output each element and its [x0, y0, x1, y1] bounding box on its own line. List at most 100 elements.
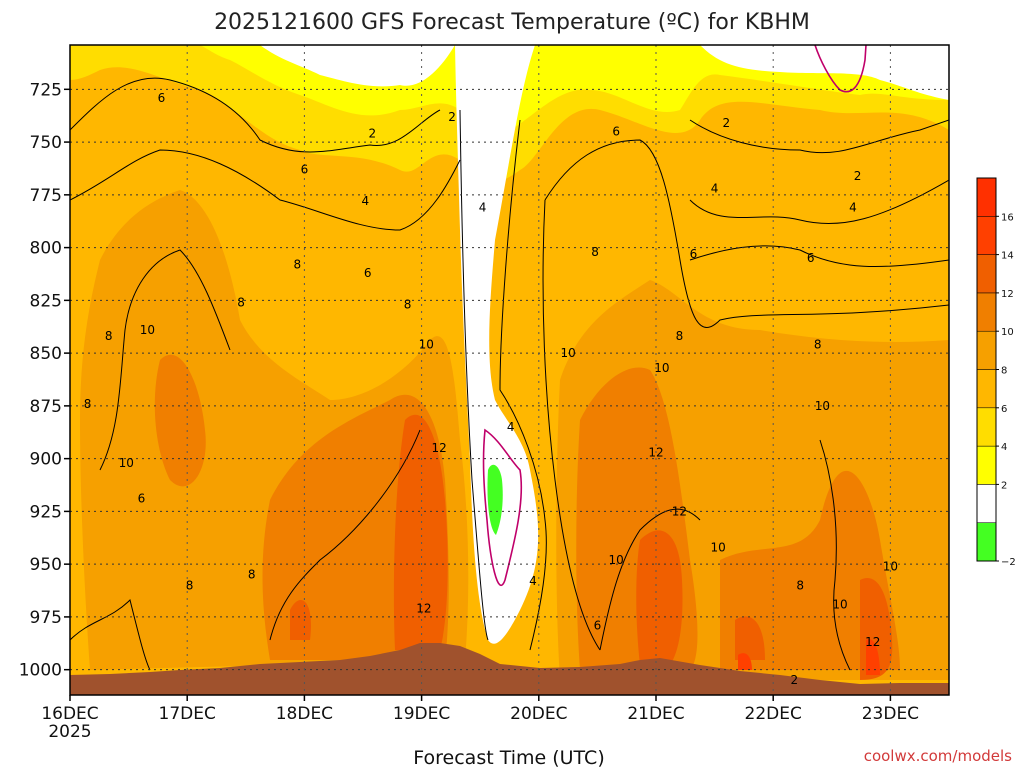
- colorbar-tick-label: 2: [1001, 480, 1007, 491]
- contour-label: 10: [419, 338, 434, 352]
- contour-label: 12: [865, 635, 880, 649]
- contour-label: 6: [364, 266, 372, 280]
- colorbar-swatch: [976, 330, 997, 370]
- colorbar-swatch: [976, 292, 997, 332]
- y-tick-label: 925: [30, 502, 62, 522]
- x-tick-label: 16DEC: [41, 704, 98, 724]
- zero-contour-left: [482, 428, 523, 587]
- contour-label: 2: [448, 110, 456, 124]
- x-tick-label: 18DEC: [276, 704, 333, 724]
- zero-contour-right: [814, 45, 867, 93]
- contour-label: 6: [807, 251, 815, 265]
- colorbar-tick-label: 4: [1001, 442, 1007, 453]
- band-10-12-left: [154, 354, 449, 660]
- x-tick-year: 2025: [48, 722, 91, 742]
- contour-label: 4: [362, 194, 370, 208]
- band-green-pocket: [487, 464, 503, 535]
- contour-label: 12: [648, 445, 663, 459]
- contour-label: 8: [248, 568, 256, 582]
- terrain: [70, 643, 949, 695]
- contour-label: 8: [676, 329, 684, 343]
- x-tick-label: 19DEC: [393, 704, 450, 724]
- contour-label: 10: [815, 399, 830, 413]
- band-12-14-left: [290, 414, 448, 650]
- y-tick-label: 825: [30, 291, 62, 311]
- contour-label: 2: [722, 116, 730, 130]
- colorbar-swatch: [976, 177, 997, 217]
- y-tick-label: 800: [30, 239, 62, 259]
- contour-label: 10: [883, 559, 898, 573]
- contour-labels: 6 2 2 6 2 6 4 4 4 4 2 8 6 6 8 6 8 8 10 8 10 8 8 10 10 8 10 12 12 10 4 6…: [84, 91, 898, 687]
- contour-label: 8: [84, 397, 92, 411]
- y-tick-label: 725: [30, 80, 62, 100]
- x-tick-label: 23DEC: [862, 704, 919, 724]
- contour-lines: [70, 77, 949, 671]
- colorbar-tick-label: 14: [1001, 251, 1014, 262]
- y-tick-label: 950: [30, 555, 62, 575]
- colorbar-tick-label: 12: [1001, 289, 1014, 300]
- colorbar-tick-label: 6: [1001, 404, 1007, 415]
- colorbar-swatch: [976, 522, 997, 562]
- contour-label: 4: [529, 574, 537, 588]
- contour-label: 8: [294, 257, 302, 271]
- contour-label: 12: [416, 601, 431, 615]
- band-white-plume: [455, 45, 539, 644]
- contour-label: 6: [301, 163, 309, 177]
- y-tick-label: 775: [30, 186, 62, 206]
- band-white-top-left: [260, 45, 455, 87]
- contour-label: 10: [560, 346, 575, 360]
- band-white-top-right: [700, 45, 949, 100]
- contour-label: 10: [832, 597, 847, 611]
- colorbar-tick-label: −2: [1001, 557, 1016, 568]
- x-axis-label: Forecast Time (UTC): [413, 747, 604, 768]
- y-tick-label: 850: [30, 344, 62, 364]
- contour-label: 10: [119, 456, 134, 470]
- contour-label: 8: [237, 295, 245, 309]
- contour-label: 2: [854, 169, 862, 183]
- contour-label: 12: [432, 441, 447, 455]
- contour-label: 6: [594, 618, 602, 632]
- colorbar-swatch: [976, 254, 997, 294]
- contour-label: 8: [186, 578, 194, 592]
- contour-label: 4: [849, 201, 857, 215]
- contour-label: 6: [690, 247, 698, 261]
- contour-label: 10: [609, 553, 624, 567]
- contour-label: 4: [711, 182, 719, 196]
- contour-label: 8: [404, 298, 412, 312]
- contour-label: 10: [654, 361, 669, 375]
- contour-label: 8: [796, 578, 804, 592]
- chart-title: 2025121600 GFS Forecast Temperature (ºC)…: [214, 10, 810, 35]
- contour-label: 12: [672, 504, 687, 518]
- contour-label: 4: [507, 420, 515, 434]
- colorbar-tick-label: 10: [1001, 327, 1014, 338]
- contour-label: 8: [105, 329, 113, 343]
- colorbar-swatch: [976, 407, 997, 447]
- x-tick-label: 21DEC: [627, 704, 684, 724]
- contour-label: 10: [140, 323, 155, 337]
- colorbar-swatch: [976, 445, 997, 485]
- contour-label: 8: [591, 245, 599, 259]
- contour-label: 6: [138, 492, 146, 506]
- y-tick-label: 975: [30, 608, 62, 628]
- contour-label: 6: [158, 91, 166, 105]
- colorbar: −2 2 4 6 8 10 12 14 16: [976, 177, 1016, 568]
- y-tick-label: 900: [30, 450, 62, 470]
- colorbar-swatch: [976, 216, 997, 255]
- contour-label: 8: [814, 338, 822, 352]
- y-tick-label: 875: [30, 397, 62, 417]
- colorbar-swatch: [976, 484, 997, 523]
- y-tick-label: 1000: [19, 661, 62, 681]
- x-tick-label: 17DEC: [159, 704, 216, 724]
- contour-label: 2: [790, 673, 798, 687]
- y-tick-label: 750: [30, 133, 62, 153]
- colorbar-tick-label: 8: [1001, 366, 1007, 377]
- plot-frame: [69, 44, 950, 696]
- colorbar-tick-label: 16: [1001, 212, 1014, 223]
- contour-label: 2: [369, 127, 377, 141]
- y-axis: 725 750 775 800 825 850 875 900 925 950 975 1000: [19, 80, 70, 681]
- contour-label: 6: [612, 125, 620, 139]
- credit-link[interactable]: coolwx.com/models: [864, 747, 1012, 765]
- x-tick-label: 20DEC: [510, 704, 567, 724]
- plot-area: [70, 45, 949, 695]
